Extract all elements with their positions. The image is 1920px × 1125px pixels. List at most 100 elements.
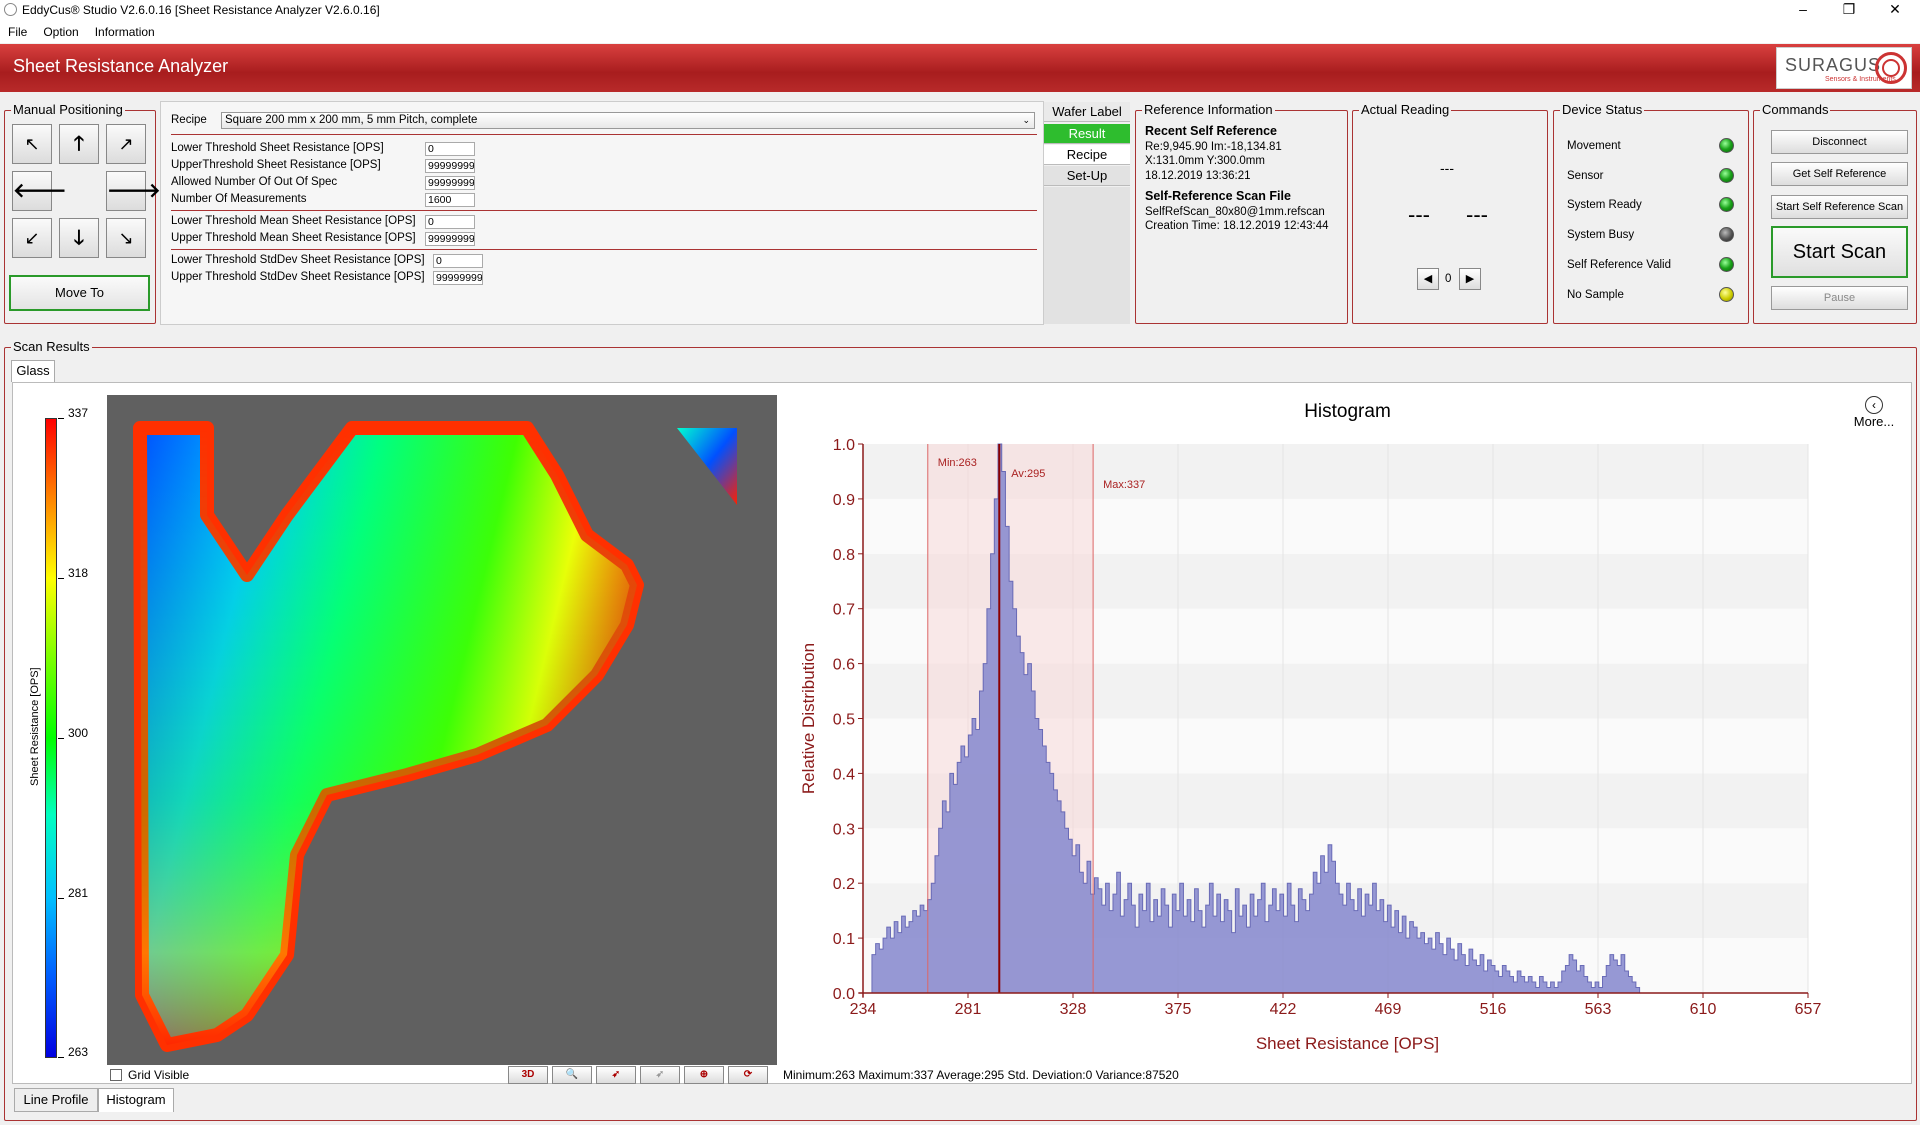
divider [171, 134, 1037, 135]
upper-mean-threshold-input[interactable]: 99999999 [425, 232, 475, 246]
field-label: UpperThreshold Sheet Resistance [OPS] [171, 159, 381, 171]
x-tick-label: 422 [1270, 1001, 1297, 1018]
colorbar-label: 300 [68, 726, 89, 740]
status-system-busy-led [1719, 227, 1734, 242]
zoom-icon[interactable]: 🔍 [552, 1066, 592, 1084]
upper-stddev-threshold-input[interactable]: 99999999 [433, 271, 483, 285]
lower-stddev-threshold-input[interactable]: 0 [433, 254, 483, 268]
move-right-button[interactable]: 🡒 [106, 171, 161, 211]
scan-results-group: Scan Results [4, 339, 1917, 1121]
actual-reading-label: Actual Reading [1359, 102, 1452, 117]
upper-threshold-input[interactable]: 99999999 [425, 159, 475, 173]
select-circle-icon[interactable]: ⊕ [684, 1066, 724, 1084]
x-tick-label: 281 [955, 1001, 982, 1018]
recipe-selected-value: Square 200 mm x 200 mm, 5 mm Pitch, comp… [225, 114, 478, 126]
tab-recipe[interactable]: Recipe [1044, 145, 1130, 165]
move-left-button[interactable]: 🡐 [12, 171, 67, 211]
tab-setup[interactable]: Set-Up [1044, 166, 1130, 186]
recent-self-reference-title: Recent Self Reference [1145, 124, 1278, 138]
close-icon[interactable]: ✕ [1889, 1, 1901, 17]
field-label: Allowed Number Of Out Of Spec [171, 176, 338, 188]
colorbar-label: 318 [68, 566, 89, 580]
menu-option[interactable]: Option [43, 24, 79, 39]
field-label: Upper Threshold Mean Sheet Resistance [O… [171, 232, 416, 244]
grid-visible-checkbox[interactable] [110, 1069, 122, 1081]
disconnect-button[interactable]: Disconnect [1771, 130, 1908, 154]
select-pointer-icon[interactable]: ➶ [596, 1066, 636, 1084]
minimize-icon[interactable]: – [1799, 1, 1807, 17]
more-button[interactable]: ‹ More... [1852, 396, 1896, 429]
logo-text: SURAGUS [1785, 55, 1882, 75]
reference-re-im: Re:9,945.90 Im:-18,134.81 [1145, 141, 1282, 153]
actual-reading-right: --- [1466, 202, 1488, 227]
move-down-button[interactable]: 🡓 [59, 218, 99, 258]
logo-inner-ring-icon [1882, 59, 1900, 77]
y-tick-label: 0.4 [833, 766, 855, 783]
3d-view-button[interactable]: 3D [508, 1066, 548, 1084]
average-marker-label: Av:295 [1011, 468, 1045, 480]
status-movement-label: Movement [1567, 140, 1621, 152]
restore-icon[interactable]: ❐ [1842, 1, 1856, 17]
min-marker-label: Min:263 [938, 457, 977, 469]
move-up-left-button[interactable]: ↖ [12, 124, 52, 164]
field-label: Number Of Measurements [171, 193, 307, 205]
tab-line-profile[interactable]: Line Profile [14, 1088, 98, 1112]
move-to-button[interactable]: Move To [9, 275, 150, 311]
recipe-select[interactable]: Square 200 mm x 200 mm, 5 mm Pitch, comp… [221, 112, 1035, 129]
menu-bar: File Option Information [0, 20, 1920, 43]
x-axis-title: Sheet Resistance [OPS] [1256, 1034, 1439, 1053]
status-sensor-led [1719, 168, 1734, 183]
move-up-right-button[interactable]: ↗ [106, 124, 146, 164]
chevron-left-icon: ‹ [1865, 396, 1883, 414]
sheet-resistance-map[interactable] [107, 395, 777, 1065]
menu-information[interactable]: Information [94, 24, 155, 39]
self-reference-file-title: Self-Reference Scan File [1145, 189, 1291, 203]
y-tick-label: 0.5 [833, 712, 855, 729]
prev-reading-button[interactable]: ◀ [1417, 268, 1439, 290]
heatmap-region-overlay [140, 428, 637, 1045]
histogram-title: Histogram [1304, 401, 1391, 422]
logo-ring-icon [1875, 52, 1907, 84]
select-area-icon[interactable]: ➶ [640, 1066, 680, 1084]
scan-statistics: Minimum:263 Maximum:337 Average:295 Std.… [783, 1068, 1179, 1082]
header-banner: Sheet Resistance Analyzer SURAGUS Sensor… [0, 44, 1920, 92]
next-reading-button[interactable]: ▶ [1459, 268, 1481, 290]
colorbar-tick [58, 898, 64, 899]
logo-subtext: Sensors & Instruments [1825, 76, 1896, 83]
y-tick-label: 0.1 [833, 931, 855, 948]
colorbar-label: 281 [68, 886, 89, 900]
get-self-reference-button[interactable]: Get Self Reference [1771, 162, 1908, 186]
x-tick-label: 516 [1480, 1001, 1507, 1018]
colorbar-tick [58, 1057, 64, 1058]
colorbar-tick [58, 418, 64, 419]
pause-button[interactable]: Pause [1771, 286, 1908, 310]
x-tick-label: 469 [1375, 1001, 1402, 1018]
reference-date: 18.12.2019 13:36:21 [1145, 170, 1251, 182]
lower-mean-threshold-input[interactable]: 0 [425, 215, 475, 229]
tab-result[interactable]: Result [1044, 124, 1130, 144]
side-tab-filler [1044, 187, 1130, 324]
page-title: Sheet Resistance Analyzer [13, 56, 229, 76]
reference-information-label: Reference Information [1142, 102, 1275, 117]
max-marker-label: Max:337 [1103, 479, 1145, 491]
start-scan-button[interactable]: Start Scan [1771, 226, 1908, 278]
start-self-reference-scan-button[interactable]: Start Self Reference Scan [1771, 195, 1908, 219]
tab-glass[interactable]: Glass [11, 360, 55, 382]
status-self-ref-valid-led [1719, 257, 1734, 272]
allowed-out-of-spec-input[interactable]: 99999999 [425, 176, 475, 190]
y-axis-title: Relative Distribution [799, 643, 818, 794]
move-down-right-button[interactable]: ↘ [106, 218, 146, 258]
reference-xy: X:131.0mm Y:300.0mm [1145, 155, 1265, 167]
number-of-measurements-input[interactable]: 1600 [425, 193, 475, 207]
move-down-left-button[interactable]: ↙ [12, 218, 52, 258]
tab-histogram[interactable]: Histogram [98, 1088, 174, 1112]
move-up-button[interactable]: 🡑 [59, 124, 99, 164]
refresh-icon[interactable]: ⟳ [728, 1066, 768, 1084]
colorbar-label: 263 [68, 1045, 89, 1059]
lower-threshold-input[interactable]: 0 [425, 142, 475, 156]
colorbar-label: 337 [68, 406, 89, 420]
menu-file[interactable]: File [8, 24, 28, 39]
x-tick-label: 610 [1690, 1001, 1717, 1018]
x-tick-label: 328 [1060, 1001, 1087, 1018]
